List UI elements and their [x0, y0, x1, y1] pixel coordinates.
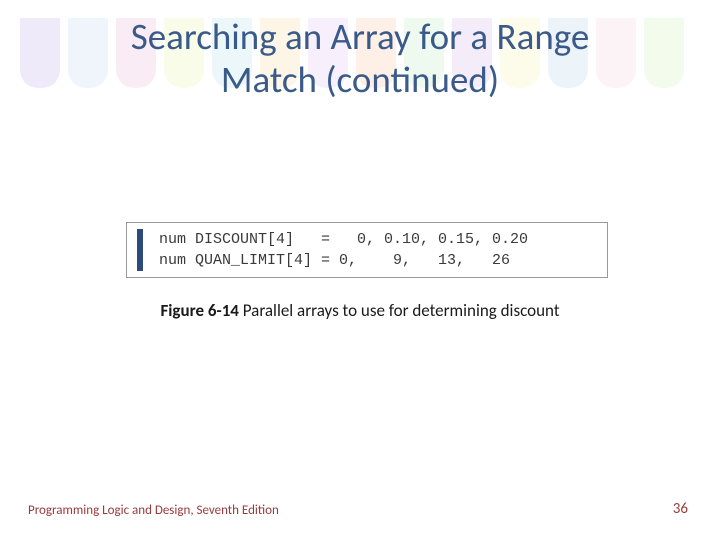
figure-caption-text: Parallel arrays to use for determining d…: [239, 300, 560, 321]
code-figure-box: num DISCOUNT[4] = 0, 0.10, 0.15, 0.20 nu…: [126, 222, 608, 278]
figure-caption: Figure 6-14 Parallel arrays to use for d…: [0, 300, 720, 321]
slide-title: Searching an Array for a Range Match (co…: [0, 16, 720, 101]
title-line1: Searching an Array for a Range: [131, 14, 590, 59]
title-line2: Match (continued): [221, 57, 499, 102]
page-number: 36: [673, 500, 688, 518]
code-content: num DISCOUNT[4] = 0, 0.10, 0.15, 0.20 nu…: [159, 229, 597, 271]
footer-source: Programming Logic and Design, Seventh Ed…: [28, 503, 279, 518]
figure-label: Figure 6-14: [160, 300, 238, 321]
code-accent-bar: [137, 229, 143, 271]
